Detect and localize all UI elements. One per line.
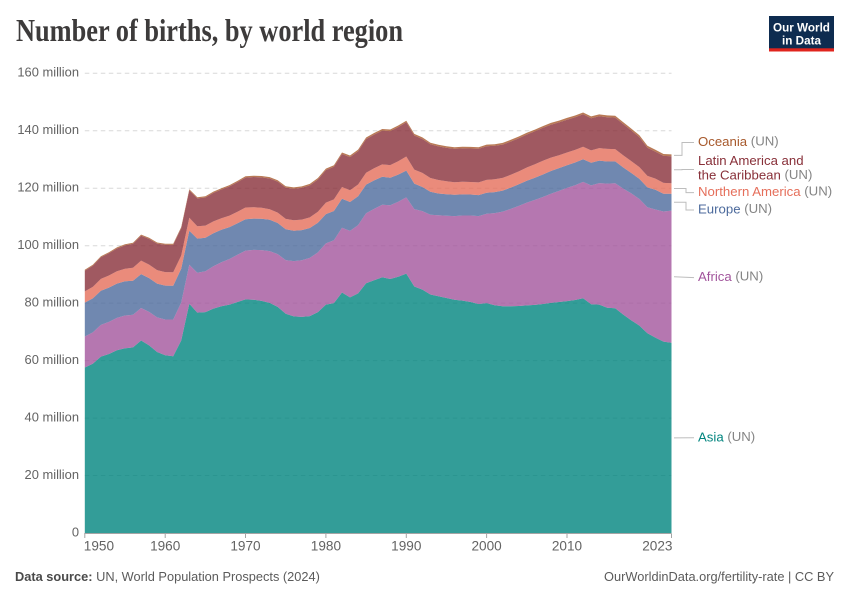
svg-text:2000: 2000	[471, 539, 502, 554]
svg-text:Latin America and: Latin America and	[698, 153, 804, 168]
svg-text:0: 0	[72, 524, 79, 539]
svg-text:Europe (UN): Europe (UN)	[698, 201, 772, 216]
svg-text:100 million: 100 million	[17, 237, 79, 252]
svg-text:Our World: Our World	[773, 21, 830, 34]
svg-text:Data source: UN, World Populat: Data source: UN, World Population Prospe…	[15, 569, 320, 584]
svg-text:160 million: 160 million	[17, 65, 79, 80]
svg-text:Number of births, by world reg: Number of births, by world region	[16, 12, 403, 48]
svg-text:80 million: 80 million	[25, 295, 79, 310]
svg-text:Asia (UN): Asia (UN)	[698, 429, 755, 444]
svg-text:120 million: 120 million	[17, 180, 79, 195]
svg-text:the Caribbean (UN): the Caribbean (UN)	[698, 167, 812, 182]
svg-text:1980: 1980	[311, 539, 342, 554]
svg-text:Oceania (UN): Oceania (UN)	[698, 134, 779, 149]
svg-text:in Data: in Data	[782, 34, 821, 47]
svg-text:20 million: 20 million	[25, 467, 79, 482]
svg-text:2023: 2023	[642, 539, 672, 554]
svg-text:OurWorldinData.org/fertility-r: OurWorldinData.org/fertility-rate | CC B…	[604, 569, 834, 584]
svg-text:1990: 1990	[391, 539, 422, 554]
svg-text:1960: 1960	[150, 539, 181, 554]
svg-text:1950: 1950	[84, 539, 115, 554]
svg-text:1970: 1970	[230, 539, 261, 554]
svg-text:Africa (UN): Africa (UN)	[698, 269, 763, 284]
svg-text:Northern America (UN): Northern America (UN)	[698, 184, 832, 199]
svg-text:60 million: 60 million	[25, 352, 79, 367]
svg-text:2010: 2010	[552, 539, 583, 554]
svg-text:40 million: 40 million	[25, 410, 79, 425]
svg-text:140 million: 140 million	[17, 122, 79, 137]
